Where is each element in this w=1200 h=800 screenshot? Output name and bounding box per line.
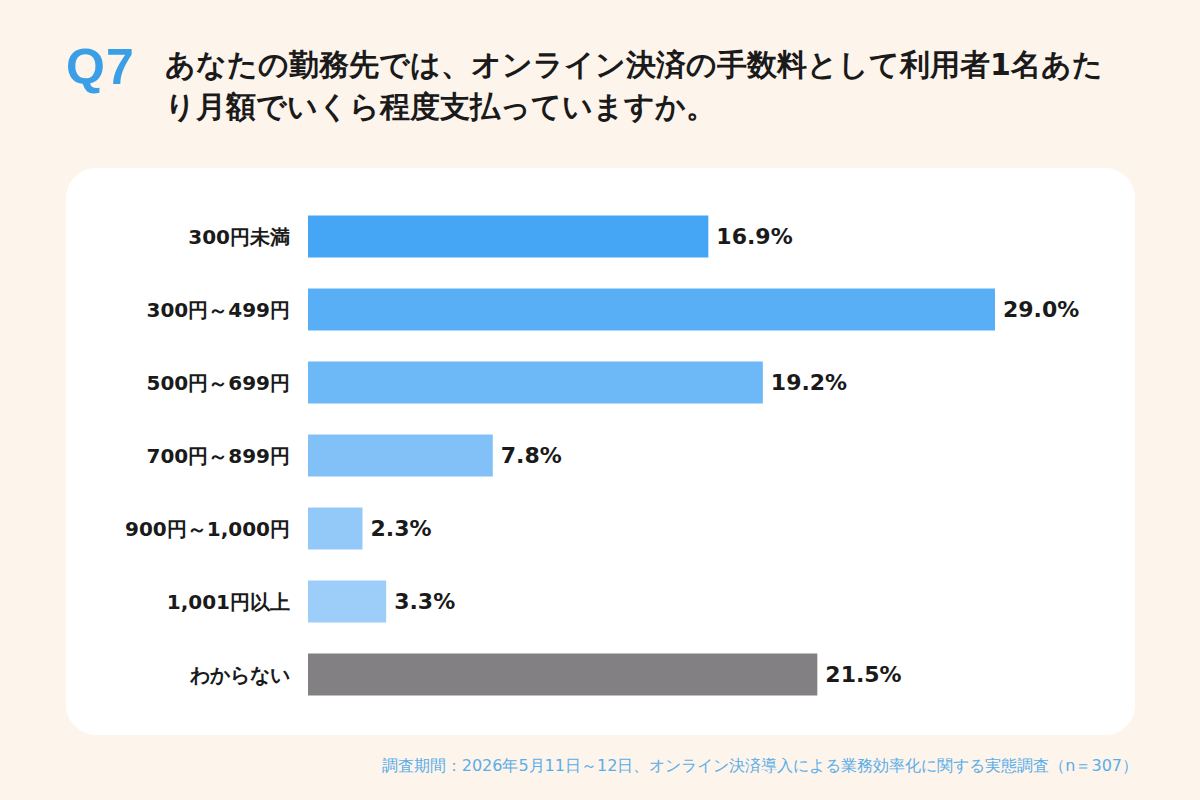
html-text:調査期間：2026年5月11日～12日、オンライン決済導入に: 調査期間：2026年5月11日～12日、オンライン決済導入による業務効率化に関す… (381, 756, 1138, 775)
html-text:あなたの勤務先では、オンライン決済の手数料として利用者1名あ: あなたの勤務先では、オンライン決済の手数料として利用者1名あたり月額でいくら程度… (165, 47, 1103, 124)
svg-text:300円～499円: 300円～499円 (147, 298, 291, 322)
svg-text:19.2%: 19.2% (771, 370, 847, 395)
svg-text:300円未満: 300円未満 (188, 225, 290, 249)
svg-text:21.5%: 21.5% (825, 662, 901, 687)
svg-text:わからない: わからない (189, 663, 290, 687)
svg-text:7.8%: 7.8% (501, 443, 562, 468)
svg-text:2.3%: 2.3% (370, 516, 431, 541)
svg-text:3.3%: 3.3% (394, 589, 455, 614)
svg-text:500円～699円: 500円～699円 (147, 371, 291, 395)
svg-text:900円～1,000円: 900円～1,000円 (125, 517, 290, 541)
svg-text:1,001円以上: 1,001円以上 (167, 590, 290, 614)
svg-text:16.9%: 16.9% (716, 224, 792, 249)
html-text:Q7: Q7 (66, 39, 135, 95)
svg-text:29.0%: 29.0% (1003, 297, 1079, 322)
svg-text:700円～899円: 700円～899円 (147, 444, 291, 468)
